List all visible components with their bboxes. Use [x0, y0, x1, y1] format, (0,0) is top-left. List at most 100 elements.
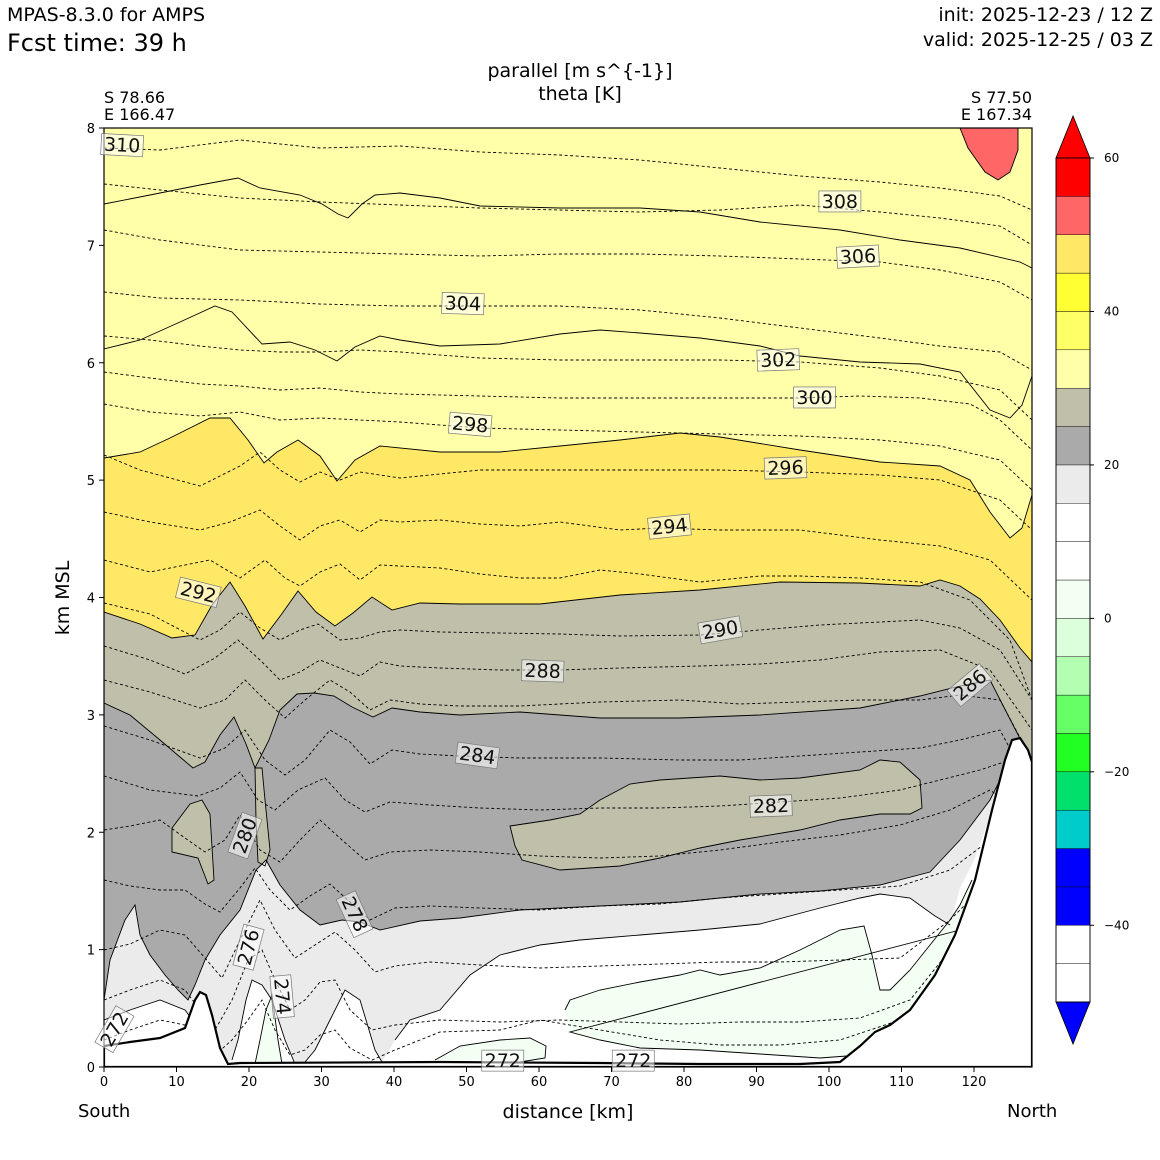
theta-label-box — [227, 811, 263, 860]
theta-label: 272 — [611, 1049, 655, 1072]
speed-contour-line — [509, 759, 923, 871]
x-tick-label: 40 — [386, 1075, 403, 1090]
colorbar-tick-label: 60 — [1104, 151, 1119, 165]
theta-label: 288 — [520, 659, 565, 683]
theta-label: 298 — [447, 411, 493, 437]
theta-label: 308 — [818, 190, 862, 213]
band-0-5 — [565, 880, 972, 1058]
colorbar-frame — [1055, 157, 1091, 1003]
speed-contour-line — [104, 893, 951, 1065]
speed-contour-line — [104, 749, 1011, 1001]
x-tick-label: 90 — [748, 1075, 765, 1090]
terrain — [104, 736, 1032, 1067]
colorbar-segment — [1055, 234, 1091, 274]
colorbar-segment — [1055, 733, 1091, 773]
colorbar-under-arrow — [1055, 1001, 1091, 1046]
x-tick-label: 120 — [962, 1075, 987, 1090]
x-axis-label: distance [km] — [503, 1101, 634, 1123]
chart-subtitle: theta [K] — [538, 83, 622, 105]
colorbar-segment — [1055, 503, 1091, 542]
colorbar-segment — [1055, 694, 1091, 734]
colorbar-tick-label: −40 — [1104, 918, 1129, 932]
y-tick-label: 6 — [87, 357, 95, 372]
colorbar-segment — [1055, 963, 1091, 1003]
band-25-30-strip — [255, 768, 270, 866]
theta-label-text: 302 — [760, 349, 797, 372]
theta-label-box — [749, 794, 793, 818]
theta-label-text: 300 — [796, 387, 832, 409]
colorbar-segment — [1055, 157, 1091, 197]
theta-label: 302 — [756, 348, 800, 372]
init-time: init: 2025-12-23 / 12 Z — [938, 4, 1153, 26]
x-tick-label: 50 — [458, 1075, 475, 1090]
theta-line-296 — [104, 451, 1032, 531]
colorbar-segment — [1055, 809, 1091, 849]
theta-label-box — [269, 974, 295, 1019]
theta-line-292 — [104, 559, 1032, 701]
theta-label-box — [818, 190, 862, 213]
theta-label: 272 — [481, 1049, 525, 1072]
theta-label-box — [454, 741, 501, 770]
colorbar-segment — [1055, 387, 1091, 427]
right-endpoint-lon: E 167.34 — [960, 105, 1032, 124]
theta-label-box — [756, 348, 800, 372]
y-tick-label: 7 — [87, 239, 95, 254]
colorbar-segment — [1055, 196, 1091, 235]
theta-label: 300 — [793, 386, 836, 409]
theta-label-box — [335, 890, 374, 939]
colorbar-segment — [1055, 541, 1091, 581]
y-tick-label: 8 — [87, 122, 95, 137]
colorbar-tick-label: 40 — [1104, 304, 1119, 318]
theta-label-text: 288 — [524, 660, 561, 683]
south-label: South — [78, 1101, 131, 1122]
model-title: MPAS-8.3.0 for AMPS — [7, 4, 206, 26]
forecast-time: Fcst time: 39 h — [7, 29, 187, 57]
theta-label-box — [611, 1049, 655, 1072]
speed-contour-line — [434, 1037, 547, 1063]
band-50-55 — [960, 128, 1018, 180]
speed-contour-line — [104, 679, 1032, 770]
theta-label-box — [175, 576, 222, 609]
theta-line-302 — [104, 335, 1032, 421]
y-axis-label: km MSL — [52, 560, 74, 635]
theta-line-276 — [104, 879, 1032, 979]
theta-line-298 — [104, 403, 1032, 491]
theta-label-box — [836, 244, 880, 269]
speed-contour-line — [104, 177, 1032, 269]
colorbar-segment — [1055, 579, 1091, 619]
y-tick-label: 5 — [87, 474, 95, 489]
colorbar-segment — [1055, 311, 1091, 351]
theta-line-288 — [104, 639, 1032, 731]
right-endpoint-coords: S 77.50 E 167.34 — [961, 89, 1032, 123]
theta-line-282 — [104, 759, 1032, 813]
theta-label: 290 — [697, 615, 744, 644]
theta-line-310 — [104, 139, 1032, 211]
theta-label-text: 284 — [458, 743, 497, 770]
theta-line-286 — [104, 679, 1032, 761]
theta-line-306 — [104, 229, 1032, 301]
x-tick-label: 0 — [100, 1075, 108, 1090]
speed-contour-line — [104, 417, 1032, 539]
y-tick-label: 0 — [87, 1061, 95, 1076]
theta-line-284 — [104, 725, 1032, 791]
chart-title: parallel [m s^{-1}] — [487, 60, 673, 82]
colorbar-segment — [1055, 349, 1091, 389]
theta-label-text: 272 — [615, 1050, 651, 1072]
x-tick-label: 70 — [603, 1075, 620, 1090]
colorbar-tick-label: 0 — [1104, 611, 1112, 625]
colorbar-over-arrow — [1055, 114, 1091, 159]
colorbar-tick-label: −20 — [1104, 765, 1129, 779]
theta-label-text: 298 — [451, 412, 489, 437]
theta-line-290 — [104, 602, 1032, 701]
colorbar-segment — [1055, 426, 1091, 466]
theta-label-box — [793, 386, 836, 409]
theta-label-box — [100, 133, 145, 158]
right-endpoint-lat: S 77.50 — [970, 88, 1032, 107]
theta-label: 296 — [763, 456, 808, 480]
x-tick-label: 80 — [676, 1075, 693, 1090]
y-tick-label: 4 — [87, 592, 95, 607]
y-axis: 0 1 2 3 4 5 6 7 8 — [87, 122, 104, 1076]
x-tick-label: 100 — [817, 1075, 842, 1090]
theta-line-294 — [104, 509, 1032, 601]
